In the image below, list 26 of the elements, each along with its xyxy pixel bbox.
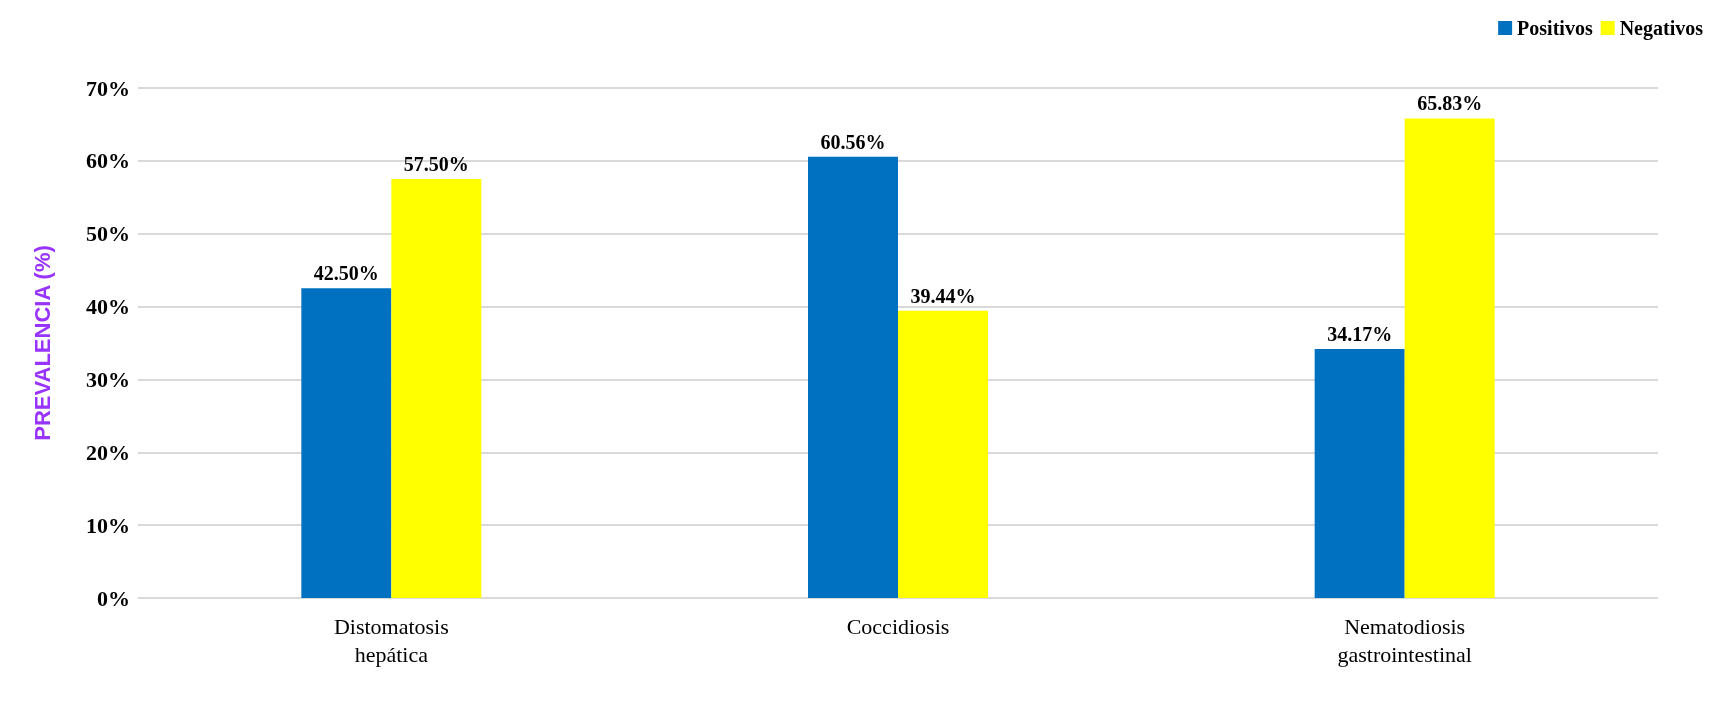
y-tick-label: 50%: [86, 221, 130, 247]
y-tick-label: 40%: [86, 294, 130, 320]
legend-label: Positivos: [1517, 17, 1593, 39]
bar: [391, 179, 482, 598]
y-tick-label: 30%: [86, 366, 130, 392]
legend-label: Negativos: [1619, 17, 1704, 40]
bar: [301, 288, 392, 598]
y-tick-label: 10%: [86, 512, 130, 538]
y-tick-label: 60%: [86, 148, 130, 174]
x-tick-label: Nematodiosis gastrointestinal: [1337, 613, 1472, 667]
data-label: 57.50%: [403, 153, 469, 176]
data-label: 42.50%: [313, 262, 379, 285]
x-tick-label: Distomatosis hepática: [333, 613, 449, 667]
data-label: 65.83%: [1417, 92, 1483, 115]
y-tick-label: 70%: [86, 75, 130, 101]
x-tick-label: Coccidiosis: [846, 613, 950, 639]
bar: [1314, 349, 1405, 598]
y-axis-title: PREVALENCIA (%): [29, 245, 55, 441]
data-label: 60.56%: [820, 130, 886, 153]
y-tick-label: 20%: [86, 439, 130, 465]
y-tick-label: 0%: [97, 585, 130, 611]
bar: [808, 156, 898, 598]
bar: [1404, 118, 1495, 598]
data-label: 39.44%: [910, 284, 976, 307]
data-label: 34.17%: [1327, 323, 1393, 346]
bar: [898, 310, 988, 598]
